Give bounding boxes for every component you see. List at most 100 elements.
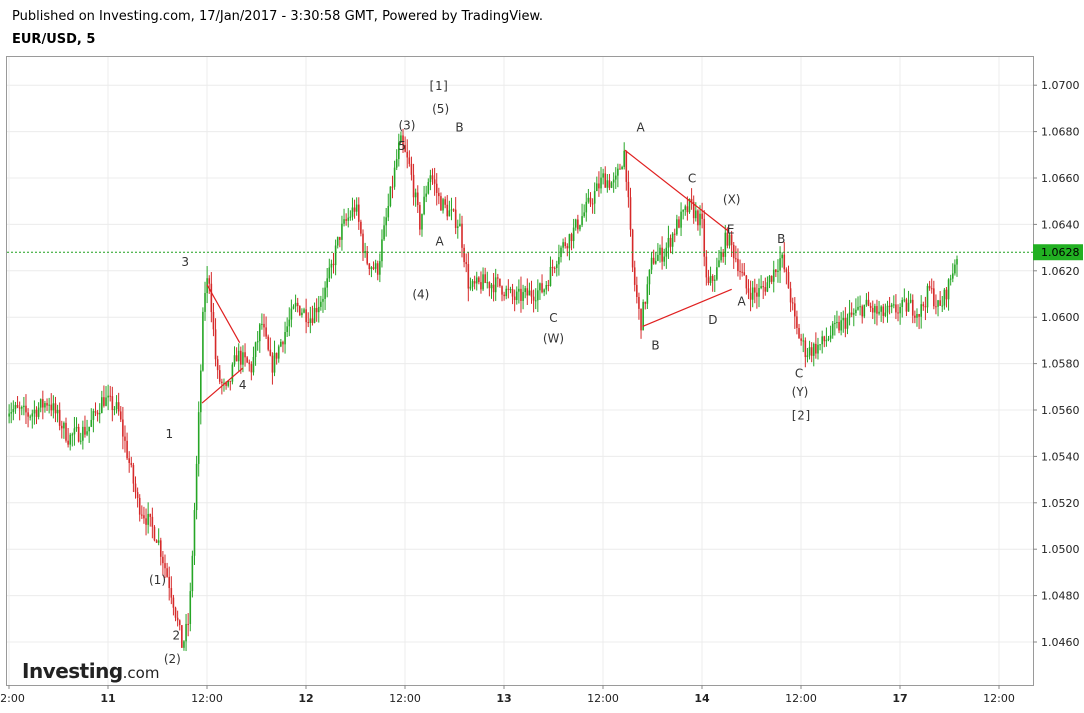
candle-up [231,364,234,382]
candle-down [16,404,19,408]
candle-up [309,318,312,324]
candle-down [164,563,166,569]
candle-down [60,425,63,429]
candle-up [718,260,720,268]
candle-up [237,350,240,362]
candle-down [629,197,632,230]
candle-up [937,300,939,307]
candle-up [364,251,366,253]
candle-up [48,404,50,406]
candle-down [332,263,335,266]
candle-down [94,411,97,413]
candle-up [429,175,432,183]
candle-down [431,175,434,180]
candle-down [275,352,278,359]
candle-down [678,219,680,228]
candle-up [880,306,882,312]
candle-down [905,299,908,312]
candle-up [303,309,305,313]
candle-up [949,278,952,280]
x-tick-label: 12:00 [389,692,421,705]
candle-down [149,513,152,517]
candle-down [876,306,878,314]
x-tick-label: 14 [694,692,710,705]
candle-up [646,284,649,304]
candle-down [867,299,870,306]
candle-up [90,419,93,427]
candle-down [673,233,676,235]
candle-up [107,395,109,398]
wave-label: C [795,367,803,381]
candle-down [178,620,181,626]
y-tick-label: 1.0480 [1041,590,1080,603]
candle-up [596,183,598,192]
candle-up [688,198,691,213]
candle-up [817,344,819,354]
candle-up [29,416,31,418]
candle-down [134,483,137,493]
current-price-label: 1.0628 [1041,246,1080,259]
candle-up [101,397,103,413]
candle-up [82,426,84,441]
candle-down [299,306,301,316]
candle-up [663,256,666,262]
candle-up [223,382,225,384]
candle-up [202,311,204,371]
wave-label: 5 [398,139,406,153]
candle-down [640,308,642,331]
wave-label: 2 [172,629,180,643]
logo-domain: .com [122,664,160,682]
candle-down [530,290,533,297]
candle-up [779,258,781,271]
candle-down [547,284,550,286]
candle-down [520,288,522,301]
candle-down [743,272,746,276]
candle-down [166,568,168,577]
candle-up [760,286,762,289]
candle-down [25,405,27,413]
candle-down [138,497,141,515]
candle-up [768,275,771,283]
candle-up [322,298,324,302]
candle-down [35,409,38,417]
y-tick-label: 1.0580 [1041,358,1080,371]
candle-up [256,341,259,343]
candle-down [638,296,640,309]
candle-up [920,304,922,317]
candle-down [109,395,112,397]
candle-up [370,267,373,270]
candle-up [242,352,244,365]
candle-up [79,440,82,442]
candle-down [225,382,227,386]
candle-up [610,182,613,188]
candle-down [103,397,105,406]
candle-up [886,305,889,313]
candle-up [522,292,524,301]
candle-up [105,397,107,406]
candle-down [132,465,135,484]
candle-up [20,407,23,409]
candle-up [334,245,337,266]
candle-down [591,203,594,205]
candle-down [162,556,164,564]
candle-down [787,271,790,289]
candle-down [404,145,406,152]
candle-up [699,213,701,226]
candle-up [227,380,229,386]
wave-label: 3 [181,255,189,269]
candle-up [680,211,682,228]
candle-up [855,309,857,314]
candle-up [821,336,823,345]
published-caption: Published on Investing.com, 17/Jan/2017 … [12,9,544,24]
candle-up [587,197,590,202]
candle-down [933,288,935,307]
candle-up [657,254,659,261]
candle-up [328,267,331,279]
candle-up [808,347,811,356]
candle-down [246,357,248,363]
candle-up [581,216,583,226]
candle-up [890,304,893,307]
candle-down [151,516,154,527]
candle-down [749,292,752,300]
